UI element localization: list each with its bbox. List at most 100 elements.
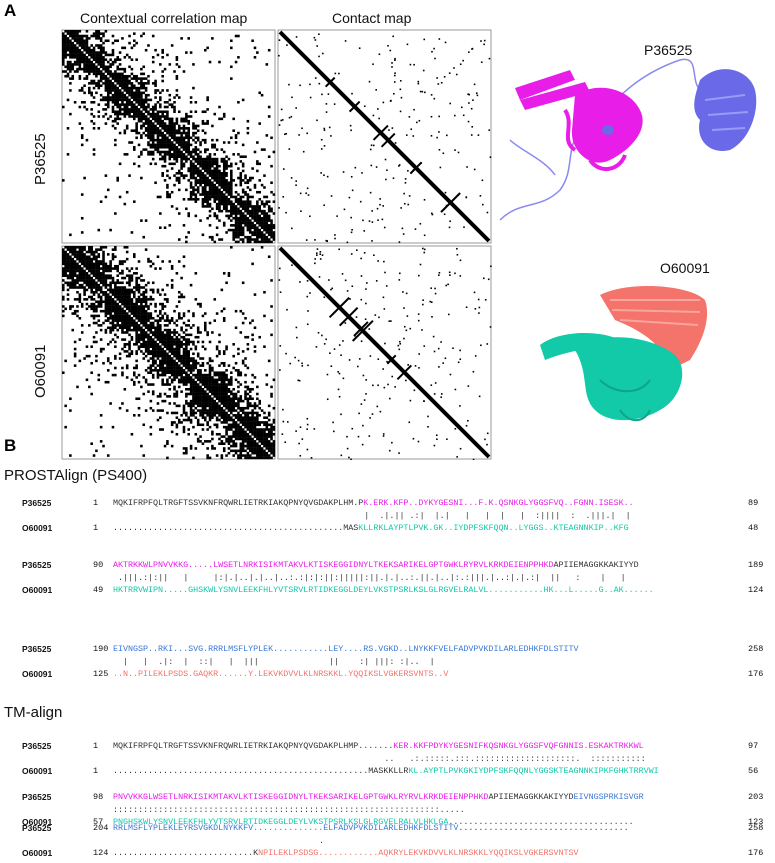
- map-cell: [128, 347, 131, 351]
- map-cell: [144, 324, 148, 327]
- map-cell: [234, 221, 238, 225]
- map-cell: [213, 404, 217, 408]
- map-cell: [149, 136, 153, 140]
- map-cell: [232, 117, 235, 121]
- map-contact: [474, 355, 477, 357]
- map-cell: [116, 89, 119, 92]
- map-cell: [121, 317, 124, 320]
- map-cell: [106, 307, 110, 311]
- map-cell: [88, 72, 91, 76]
- map-cell: [73, 32, 77, 35]
- map-cell: [95, 288, 98, 292]
- map-cell: [159, 124, 162, 128]
- map-cell: [123, 129, 127, 132]
- map-cell: [234, 214, 238, 218]
- map-cell: [220, 395, 224, 398]
- map-cell: [220, 378, 224, 382]
- map-cell: [241, 359, 245, 363]
- map-cell: [121, 331, 124, 334]
- map-cell: [213, 188, 217, 192]
- map-cell: [227, 216, 231, 220]
- map-cell: [225, 421, 228, 424]
- map-contact: [366, 282, 368, 284]
- map-contact: [368, 220, 371, 222]
- map-cell: [106, 84, 110, 87]
- map-cell: [175, 366, 179, 370]
- map-cell: [175, 157, 179, 161]
- map-cell: [196, 331, 200, 334]
- map-cell: [83, 293, 86, 296]
- map-cell: [159, 63, 162, 66]
- map-cell: [156, 347, 160, 351]
- map-cell: [211, 169, 214, 173]
- map-cell: [248, 228, 252, 232]
- map-cell: [135, 321, 138, 325]
- map-cell: [144, 93, 148, 97]
- map-cell: [222, 193, 226, 196]
- map-cell: [213, 162, 217, 166]
- map-cell: [232, 409, 235, 412]
- map-cell: [206, 428, 209, 431]
- map-cell: [199, 378, 202, 382]
- map-cell: [106, 380, 110, 384]
- map-cell: [73, 272, 77, 275]
- map-cell: [227, 428, 231, 431]
- map-contact: [280, 108, 283, 111]
- map-cell: [114, 74, 117, 78]
- map-cell: [168, 359, 172, 363]
- map-cell: [208, 416, 212, 419]
- map-contact: [282, 196, 285, 198]
- map-cell: [144, 350, 148, 353]
- map-contact: [344, 322, 347, 324]
- map-cell: [109, 288, 112, 292]
- map-cell: [69, 264, 72, 268]
- map-cell: [123, 96, 127, 99]
- map-contact: [470, 107, 473, 110]
- map-cell: [166, 115, 169, 118]
- map-cell: [90, 345, 93, 348]
- map-contact: [382, 101, 385, 104]
- map-cell: [125, 96, 129, 99]
- map-cell: [85, 46, 89, 50]
- map-cell: [64, 30, 67, 33]
- map-cell: [76, 60, 79, 64]
- map-cell: [69, 60, 72, 64]
- map-cell: [92, 283, 96, 287]
- map-cell: [251, 423, 254, 427]
- map-cell: [133, 145, 136, 149]
- map-cell: [244, 181, 247, 185]
- map-contact: [291, 227, 293, 230]
- map-cell: [230, 174, 233, 177]
- map-cell: [125, 281, 129, 285]
- map-cell: [185, 392, 188, 396]
- map-cell: [232, 392, 235, 396]
- map-cell: [137, 328, 141, 332]
- map-cell: [230, 444, 233, 448]
- map-cell: [92, 86, 96, 90]
- map-cell: [140, 444, 143, 448]
- map-cell: [265, 432, 269, 436]
- map-cell: [168, 127, 172, 130]
- map-cell: [222, 425, 226, 429]
- map-cell: [241, 169, 245, 173]
- map-cell: [177, 350, 181, 353]
- map-cell: [204, 205, 207, 208]
- map-cell: [118, 262, 122, 266]
- map-cell: [230, 416, 233, 419]
- map-cell: [168, 150, 172, 154]
- map-cell: [206, 96, 209, 99]
- map-cell: [90, 67, 93, 71]
- map-cell: [201, 406, 205, 410]
- map-cell: [106, 72, 110, 76]
- map-cell: [161, 350, 164, 353]
- map-cell: [69, 409, 72, 412]
- map-cell: [194, 214, 198, 218]
- map-cell: [90, 34, 93, 38]
- map-cell: [109, 305, 112, 308]
- map-cell: [206, 157, 209, 161]
- map-cell: [73, 30, 77, 33]
- map-cell: [234, 195, 238, 199]
- map-cell: [144, 369, 148, 372]
- map-cell: [185, 366, 188, 370]
- map-cell: [111, 74, 115, 78]
